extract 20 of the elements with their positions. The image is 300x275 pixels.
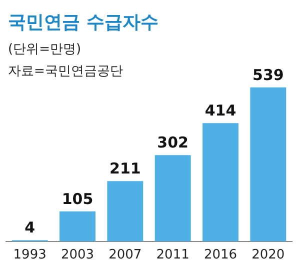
- x-tick-label: 1993: [13, 248, 46, 263]
- data-label: 539: [252, 66, 284, 84]
- x-tick-label: 2020: [252, 248, 285, 263]
- bar: [60, 211, 96, 242]
- bar: [154, 155, 191, 242]
- data-label: 4: [24, 218, 36, 237]
- data-label: 105: [62, 190, 94, 208]
- data-label: 302: [157, 134, 188, 152]
- data-label: 414: [204, 102, 236, 120]
- chart-title: 국민연금 수급자수: [8, 11, 158, 34]
- bar: [202, 123, 238, 242]
- chart-subtitle: (단위=만명): [8, 41, 82, 58]
- bar: [250, 87, 286, 242]
- x-tick-label: 2011: [156, 248, 190, 263]
- text: 자료=국민연금공단: [8, 63, 123, 80]
- x-tick-label: 2003: [60, 248, 94, 263]
- bar: [107, 181, 144, 242]
- x-tick-label: 2016: [204, 248, 238, 263]
- x-tick-label: 2007: [108, 248, 142, 263]
- data-label: 211: [110, 160, 141, 178]
